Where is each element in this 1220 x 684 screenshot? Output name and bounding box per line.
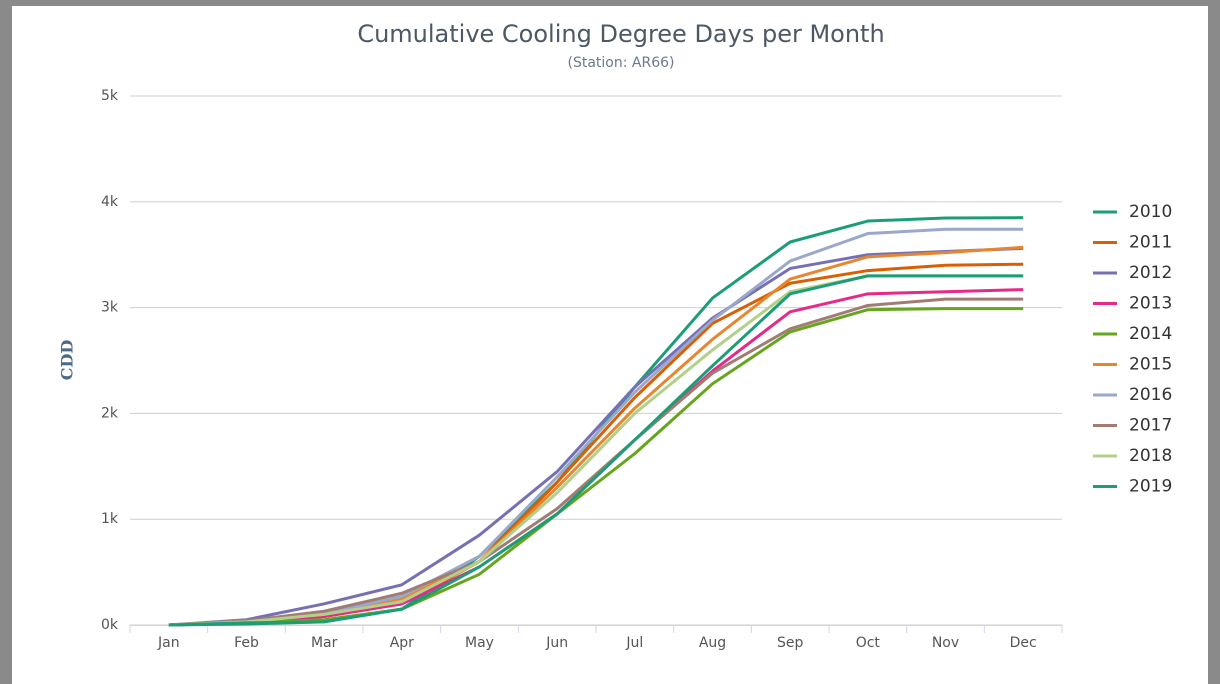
series-line — [168, 262, 1024, 627]
legend-label: 2017 — [1129, 416, 1172, 436]
legend-label: 2010 — [1129, 202, 1172, 222]
y-tick-label: 4k — [101, 194, 119, 210]
legend-label: 2016 — [1129, 385, 1172, 405]
x-tick-label: Nov — [932, 635, 959, 651]
y-tick-label: 5k — [101, 88, 119, 104]
chart-subtitle: (Station: AR66) — [568, 55, 675, 71]
legend-label: 2012 — [1129, 263, 1172, 283]
series-line — [168, 288, 1024, 627]
x-tick-label: Apr — [390, 635, 414, 651]
x-tick-label: Oct — [856, 635, 881, 651]
x-tick-label: Mar — [311, 635, 338, 651]
x-tick-label: Jun — [545, 635, 568, 651]
x-tick-label: Sep — [777, 635, 804, 651]
x-tick-label: Jan — [157, 635, 180, 651]
x-tick-label: Aug — [699, 635, 726, 651]
y-axis-label: CDD — [58, 340, 77, 381]
legend-label: 2011 — [1129, 233, 1172, 253]
y-tick-label: 1k — [101, 511, 119, 527]
legend-label: 2013 — [1129, 294, 1172, 314]
series-line — [168, 274, 1024, 627]
x-tick-label: Dec — [1010, 635, 1037, 651]
series-line — [168, 246, 1024, 627]
series-line — [168, 216, 1024, 627]
x-tick-label: Feb — [234, 635, 259, 651]
series-line — [168, 307, 1024, 627]
legend-label: 2018 — [1129, 446, 1172, 466]
y-tick-label: 3k — [101, 300, 119, 316]
legend-label: 2019 — [1129, 477, 1172, 497]
legend-label: 2014 — [1129, 324, 1172, 344]
chart-title: Cumulative Cooling Degree Days per Month — [357, 20, 884, 48]
y-tick-label: 0k — [101, 617, 119, 633]
series-line — [168, 274, 1024, 627]
y-tick-label: 2k — [101, 405, 119, 421]
series-line — [168, 297, 1024, 627]
x-tick-label: Jul — [625, 635, 643, 651]
x-tick-label: May — [465, 635, 494, 651]
panel — [12, 6, 1208, 684]
legend-label: 2015 — [1129, 355, 1172, 375]
